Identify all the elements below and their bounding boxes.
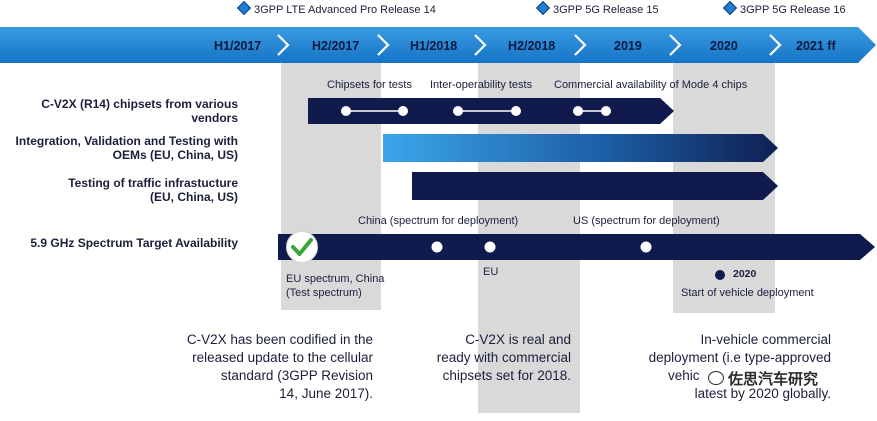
timeline-2020: 2020 [710, 39, 738, 53]
paragraph-middle: C-V2X is real and ready with commercial … [436, 332, 571, 383]
note-eu-china: EU spectrum, China (Test spectrum) [286, 273, 385, 299]
spectrum-bar [278, 234, 875, 260]
legend-year: 2020 [733, 268, 757, 280]
row-label-integration: Integration, Validation and Testing with… [15, 134, 238, 162]
timeline-2021ff: 2021 ff [796, 39, 836, 53]
checkmark-icon [286, 231, 318, 263]
paragraph-left: C-V2X has been codified in the released … [186, 332, 373, 401]
release-16-marker: 3GPP 5G Release 16 [722, 0, 846, 16]
legend-dot [715, 270, 725, 280]
watermark: 佐思汽车研究 [708, 368, 818, 389]
diamond-icon [535, 0, 551, 16]
wechat-icon [708, 371, 724, 385]
note-vehicle-deployment: Start of vehicle deployment [681, 287, 814, 299]
timeline-2019: 2019 [614, 39, 642, 53]
release-14-marker: 3GPP LTE Advanced Pro Release 14 [236, 0, 436, 16]
diamond-icon [236, 0, 252, 16]
band-h2-2017 [281, 48, 381, 310]
note-interop-tests: Inter-operability tests [430, 79, 533, 91]
row-label-infrastructure: Testing of traffic infrastucture (EU, Ch… [68, 176, 238, 204]
timeline-arrow [0, 27, 876, 63]
infrastructure-bar [412, 172, 778, 200]
chipsets-bar [308, 98, 674, 124]
diamond-icon [722, 0, 738, 16]
note-china-spectrum: China (spectrum for deployment) [358, 215, 519, 227]
paragraph-right: In-vehicle commercial deployment (i.e ty… [648, 332, 831, 401]
integration-bar [383, 134, 778, 162]
note-chipsets-for-tests: Chipsets for tests [327, 79, 412, 91]
note-us-spectrum: US (spectrum for deployment) [573, 215, 720, 227]
timeline-h2-2018: H2/2018 [508, 39, 556, 53]
timeline-h2-2017: H2/2017 [312, 39, 360, 53]
row-label-spectrum: 5.9 GHz Spectrum Target Availability [30, 236, 238, 250]
timeline-h1-2017: H1/2017 [214, 39, 262, 53]
row-label-chipsets: C-V2X (R14) chipsets from various vendor… [41, 97, 238, 125]
note-eu: EU [483, 266, 499, 278]
release-15-marker: 3GPP 5G Release 15 [535, 0, 659, 16]
timeline-h1-2018: H1/2018 [410, 39, 458, 53]
note-commercial-mode4: Commercial availability of Mode 4 chips [554, 79, 748, 91]
